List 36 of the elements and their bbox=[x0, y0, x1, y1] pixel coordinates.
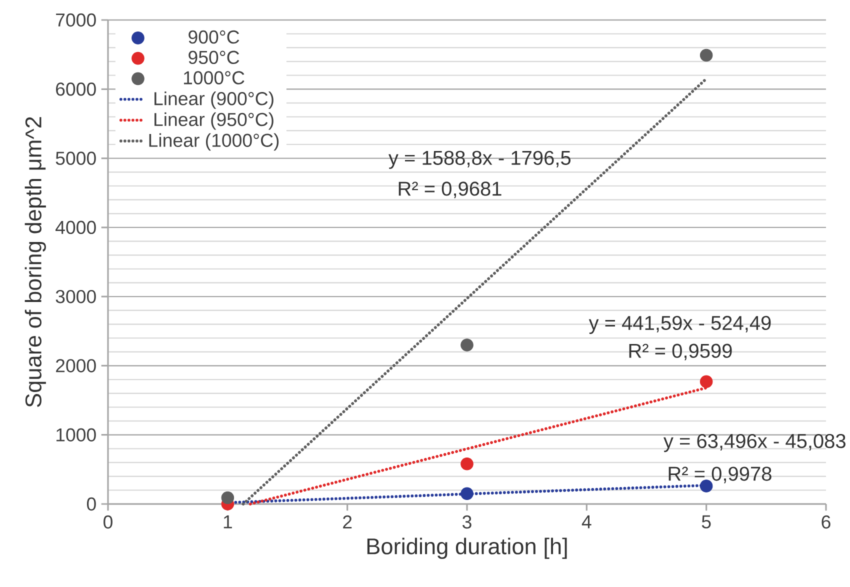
legend-label: 950°C bbox=[188, 50, 240, 64]
annotation: y = 1588,8x - 1796,5 bbox=[388, 150, 571, 169]
x-tick-label: 1 bbox=[224, 515, 232, 528]
x-tick-label: 6 bbox=[822, 515, 830, 529]
point bbox=[700, 480, 713, 492]
x-tick-label: 2 bbox=[343, 515, 352, 528]
y-tick-label: 2000 bbox=[56, 359, 96, 372]
y-tick-label: 6000 bbox=[56, 82, 96, 96]
legend-label: 1000°C bbox=[184, 71, 244, 84]
point bbox=[700, 48, 713, 62]
y-tick-label: 4000 bbox=[56, 220, 96, 234]
point bbox=[460, 487, 474, 500]
point bbox=[221, 491, 234, 504]
y-tick-label: 5000 bbox=[56, 152, 96, 165]
y-tick-label: 3000 bbox=[56, 290, 96, 304]
point bbox=[460, 338, 474, 352]
legend-label: Linear (900°C) bbox=[154, 92, 274, 109]
legend-label: Linear (950°C) bbox=[154, 112, 274, 130]
legend-label: Linear (1000°C) bbox=[149, 133, 279, 151]
annotation: y = 63,496x - 45,083 bbox=[664, 434, 846, 452]
x-tick-label: 4 bbox=[582, 515, 592, 528]
x-tick-label: 0 bbox=[104, 515, 112, 529]
y-tick-label: 7000 bbox=[56, 13, 96, 27]
x-axis-title: Boriding duration [h] bbox=[367, 538, 567, 559]
legend-label: 900°C bbox=[188, 30, 240, 44]
annotation: R² = 0,9681 bbox=[398, 182, 502, 198]
annotation: R² = 0,9978 bbox=[668, 466, 772, 484]
y-tick-label: 0 bbox=[86, 497, 96, 511]
y-axis-title: Square of boring depth μm^2 bbox=[24, 117, 46, 408]
annotation: R² = 0,9599 bbox=[629, 344, 732, 360]
annotation: y = 441,59x - 524,49 bbox=[588, 316, 771, 334]
y-tick-label: 1000 bbox=[56, 428, 96, 442]
point bbox=[700, 375, 713, 388]
x-tick-label: 5 bbox=[702, 515, 711, 528]
x-tick-label: 3 bbox=[462, 515, 472, 529]
point bbox=[460, 458, 474, 470]
